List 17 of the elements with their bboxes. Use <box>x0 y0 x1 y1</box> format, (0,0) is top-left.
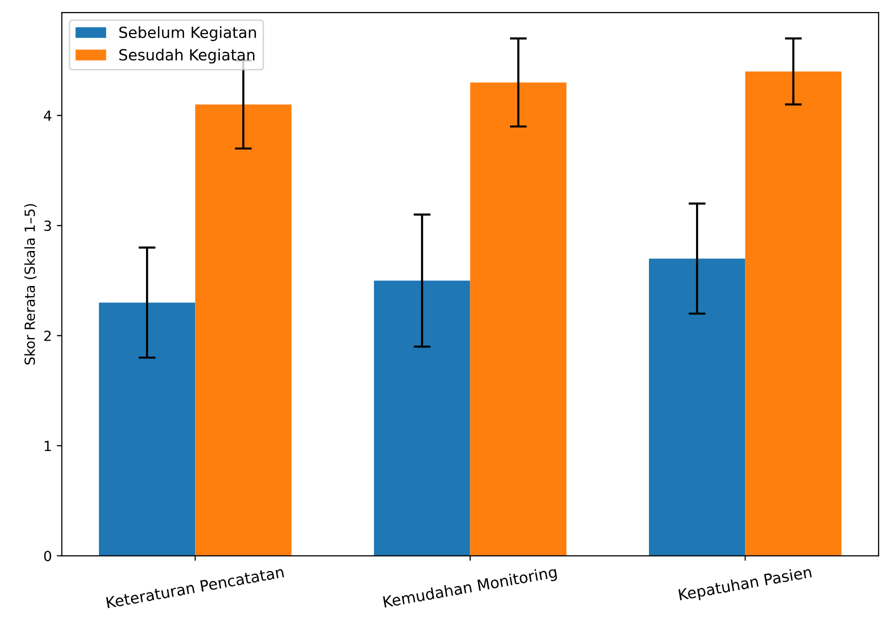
bar <box>374 280 470 556</box>
y-tick-label: 0 <box>44 550 52 562</box>
legend-label: Sebelum Kegiatan <box>119 26 256 42</box>
x-tick-label: Kepatuhan Pasien <box>678 566 812 604</box>
x-tick-label: Kemudahan Monitoring <box>382 566 558 611</box>
y-tick-label: 3 <box>44 220 51 232</box>
bar <box>648 258 746 556</box>
bar <box>98 302 196 556</box>
bar <box>745 71 842 556</box>
y-axis-title: Skor Rerata (Skala 1–5) <box>24 204 37 365</box>
bar <box>195 104 292 556</box>
x-tick-label: Keteraturan Pencatatan <box>106 566 284 608</box>
y-tick-label: 2 <box>44 330 51 341</box>
y-tick-label: 4 <box>44 110 52 121</box>
y-tick-label: 1 <box>44 440 51 451</box>
bar <box>470 82 566 556</box>
legend-label: Sesudah Kegiatan <box>119 48 254 64</box>
